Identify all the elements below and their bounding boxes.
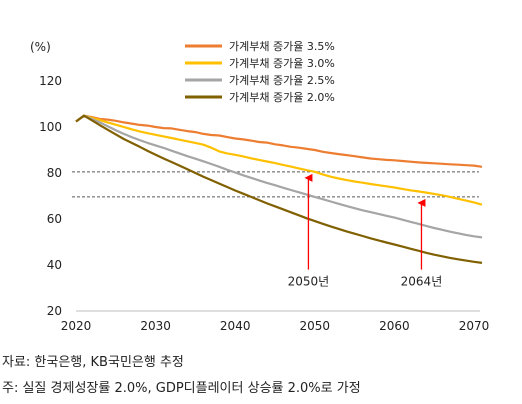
series-line xyxy=(75,114,483,168)
legend-label: 가계부채 증가율 2.5% xyxy=(229,74,335,87)
y-tick-label: 100 xyxy=(39,120,62,134)
reference-lines xyxy=(72,171,479,198)
series-line xyxy=(75,114,483,206)
x-tick-label: 2060 xyxy=(379,319,410,333)
legend-label: 가계부채 증가율 2.0% xyxy=(229,91,335,104)
assumption-note: 주: 실질 경제성장률 2.0%, GDP디플레이터 상승률 2.0%로 가정 xyxy=(2,381,361,396)
source-note: 자료: 한국은행, KB국민은행 추정 xyxy=(2,355,184,370)
x-tick-label: 2020 xyxy=(61,319,92,333)
x-tick-label: 2070 xyxy=(459,319,490,333)
y-tick-label: 60 xyxy=(47,212,62,226)
legend-label: 가계부채 증가율 3.0% xyxy=(229,57,335,70)
annotation-label: 2050년 xyxy=(288,275,330,289)
annotation-label: 2064년 xyxy=(401,275,443,289)
series-line xyxy=(75,114,483,264)
y-tick-label: 120 xyxy=(39,74,62,88)
annotations: 2050년 2064년 xyxy=(288,173,443,289)
x-tick-label: 2030 xyxy=(140,319,171,333)
y-axis-unit: (%) xyxy=(30,40,51,54)
x-tick-label: 2040 xyxy=(220,319,251,333)
legend-label: 가계부채 증가율 3.5% xyxy=(229,40,335,53)
x-axis: 2020 2030 2040 2050 2060 2070 xyxy=(61,310,490,333)
plot-lines xyxy=(75,114,483,264)
series-line xyxy=(75,114,483,239)
x-tick-label: 2050 xyxy=(300,319,331,333)
y-axis: 20 40 60 80 100 120 xyxy=(39,74,62,318)
legend: 가계부채 증가율 3.5% 가계부채 증가율 3.0% 가계부채 증가율 2.5% 가… xyxy=(185,40,335,104)
y-tick-label: 20 xyxy=(47,304,62,318)
y-tick-label: 80 xyxy=(47,166,62,180)
y-tick-label: 40 xyxy=(47,258,62,272)
